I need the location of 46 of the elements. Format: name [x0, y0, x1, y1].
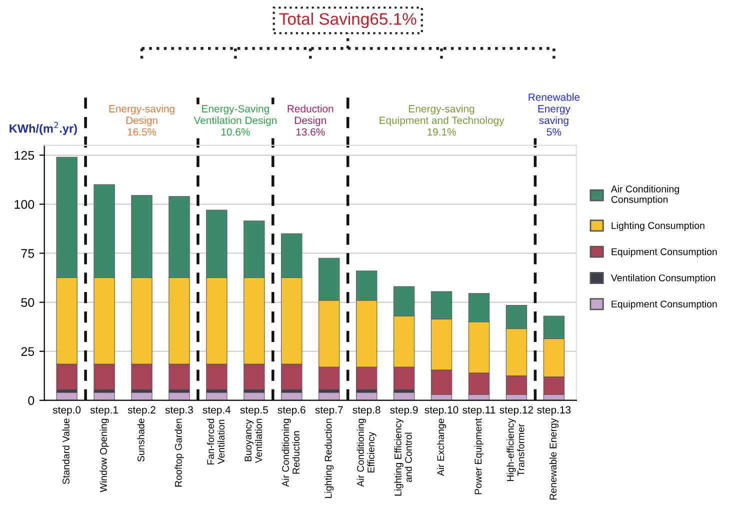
text: High-efficiency Transformer — [506, 418, 524, 481]
x-tick-label: step.5 — [240, 406, 268, 416]
text: Fan-forced Ventilation — [206, 418, 225, 464]
x-tick-label: step.7 — [315, 406, 343, 416]
y-tick-label: 0 — [28, 396, 34, 405]
text: Reduction Design 13.6% — [288, 104, 334, 136]
x-tick-label: step.8 — [352, 406, 380, 416]
x-tick-label: step.2 — [128, 406, 156, 416]
chart-title: Total Saving65.1% — [279, 12, 416, 28]
y-tick-label: 75 — [21, 249, 34, 258]
legend-label: Air Conditioning Consumption — [610, 185, 679, 205]
x-tick-label: step.3 — [165, 406, 193, 416]
x-tick-label: step.10 — [424, 406, 458, 416]
text: Energy-saving Design 16.5% — [109, 104, 174, 136]
text: Renewable Energy — [549, 418, 558, 500]
y-tick-label: 50 — [21, 298, 34, 307]
text: Renewable Energy saving 5% — [528, 93, 580, 136]
x-tick-label: step.9 — [390, 406, 418, 416]
legend-label: Ventilation Consumption — [610, 274, 716, 284]
text: Energy-saving Equipment and Technology 19.1% — [380, 104, 504, 136]
text: Buoyancy Ventilation — [244, 418, 262, 464]
text: Sunshade — [137, 418, 144, 462]
y-tick-label: 25 — [21, 347, 34, 356]
text: Rooftop Garden — [174, 418, 184, 487]
y-tick-label: 125 — [14, 150, 34, 160]
text: Window Opening — [100, 418, 109, 492]
y-axis-title: KWh/(m$^{2}$.yr) — [10, 122, 77, 136]
x-tick-label: step.12 — [500, 406, 534, 416]
text: Lighting Efficiency and Control — [394, 418, 412, 496]
text: Power Equipment — [474, 418, 484, 494]
x-tick-label: step.6 — [278, 406, 306, 416]
text: Air Conditioning Reduction — [282, 418, 300, 487]
legend-label: Lighting Consumption — [612, 222, 704, 231]
text: Air Conditioning Efficiency — [356, 418, 376, 487]
text: Standard Value — [62, 418, 70, 484]
legend-label: Equipment Consumption — [612, 248, 717, 258]
x-tick-label: step.0 — [52, 406, 81, 416]
x-tick-label: step.11 — [462, 406, 496, 416]
y-tick-label: 100 — [14, 200, 34, 209]
text: Energy-Saving Ventilation Design 10.6% — [194, 104, 276, 136]
text: Air Exchange — [436, 418, 446, 476]
x-tick-label: step.1 — [90, 406, 118, 416]
legend-label: Equipment Consumption — [612, 300, 717, 310]
text: Lighting Reduction — [324, 418, 334, 498]
x-tick-label: step.4 — [202, 406, 231, 416]
x-tick-label: step.13 — [537, 406, 571, 416]
